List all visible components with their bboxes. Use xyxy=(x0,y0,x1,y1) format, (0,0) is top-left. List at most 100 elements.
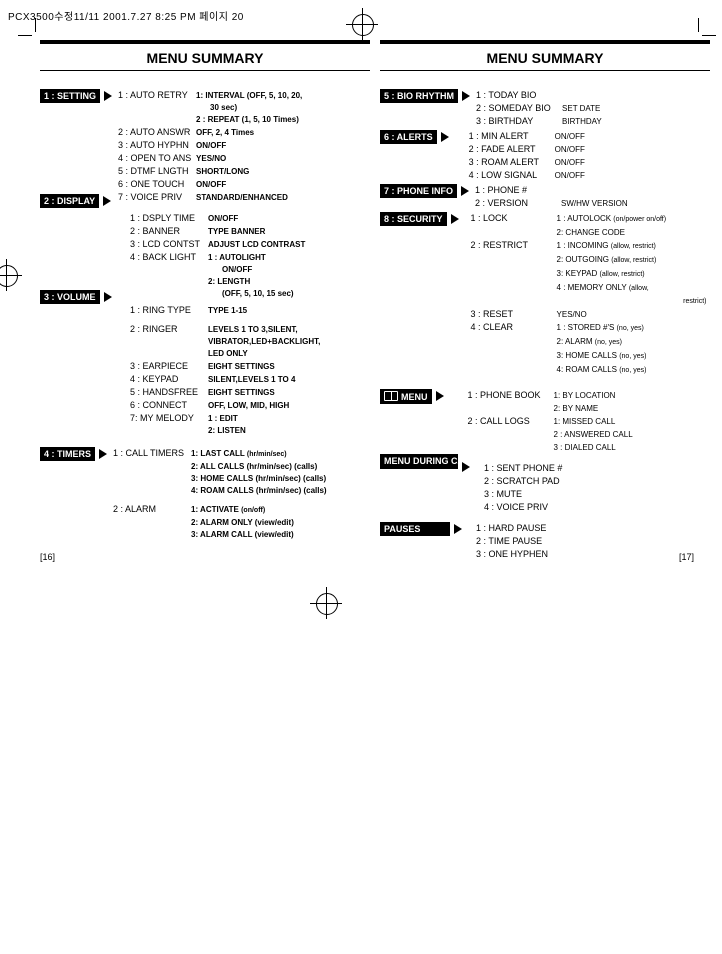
arrow-icon xyxy=(103,196,111,206)
item-key: 2 : FADE ALERT xyxy=(469,143,555,156)
crop-mark xyxy=(18,35,32,36)
item-key: 1 : RING TYPE xyxy=(130,304,208,317)
item-val: 3: ALARM CALL (view/edit) xyxy=(113,529,327,541)
item-val: 2 : REPEAT (1, 5, 10 Times) xyxy=(118,114,302,126)
registration-mark xyxy=(316,593,338,615)
item-val: 1: INTERVAL (OFF, 5, 10, 20, xyxy=(196,89,302,102)
item-key: 7: MY MELODY xyxy=(130,412,208,425)
item-key xyxy=(468,428,554,441)
registration-mark xyxy=(0,275,22,276)
item-val: 2: LENGTH xyxy=(130,276,370,288)
section-items: 1 : HARD PAUSE 2 : TIME PAUSE 3 : ONE HY… xyxy=(476,522,562,561)
item-key: 5 : HANDSFREE xyxy=(130,386,208,399)
item-val: BIRTHDAY xyxy=(562,115,602,128)
item-key: 2 : BANNER xyxy=(130,225,208,238)
item-key: 2 : RINGER xyxy=(130,323,208,336)
item-val: 2: LISTEN xyxy=(130,425,370,437)
item-val: 1: BY LOCATION xyxy=(554,389,616,402)
page-title: MENU SUMMARY xyxy=(40,40,370,71)
arrow-icon xyxy=(436,391,444,401)
section-items: 1 : DSPLY TIMEON/OFF 2 : BANNERTYPE BANN… xyxy=(130,212,370,300)
section-items: 1 : PHONE # 2 : VERSIONSW/HW VERSION xyxy=(475,184,628,210)
item-val: 2: BY NAME xyxy=(554,402,599,415)
item-key: 4 : OPEN TO ANS xyxy=(118,152,196,165)
item-val: 1 : AUTOLIGHT xyxy=(208,251,266,264)
item-val: TYPE 1-15 xyxy=(208,304,247,317)
registration-mark xyxy=(326,587,327,619)
section-timers: 4 : TIMERS xyxy=(40,447,95,461)
item-val: 30 sec) xyxy=(118,102,302,114)
page-number-left: [16] xyxy=(40,552,55,562)
item-val: 1 : AUTOLOCK (on/power on/off) xyxy=(557,212,667,226)
item-key: 1 : PHONE BOOK xyxy=(468,389,554,402)
section-items: 1 : TODAY BIO 2 : SOMEDAY BIOSET DATE 3 … xyxy=(476,89,602,128)
item-val: 3: KEYPAD (allow, restrict) xyxy=(557,267,645,281)
registration-mark xyxy=(0,265,18,287)
arrow-icon xyxy=(462,462,470,472)
item-val: EIGHT SETTINGS xyxy=(208,386,275,399)
item-val: 2 : ANSWERED CALL xyxy=(554,428,633,441)
section-items: 1 : PHONE BOOK1: BY LOCATION 2: BY NAME … xyxy=(468,389,633,454)
item-key: 3 : ROAM ALERT xyxy=(469,156,555,169)
item-val: YES/NO xyxy=(557,308,587,321)
item-val: VIBRATOR,LED+BACKLIGHT, xyxy=(130,336,370,348)
registration-mark xyxy=(362,8,363,40)
crop-mark xyxy=(698,18,699,32)
item-key: 1 : CALL TIMERS xyxy=(113,447,191,461)
section-display: 2 : DISPLAY xyxy=(40,194,99,208)
item-val: 1 : STORED #'S (no, yes) xyxy=(557,321,644,335)
item-key: 1 : SENT PHONE # xyxy=(484,462,570,475)
book-icon xyxy=(384,391,398,401)
section-items: 1 : RING TYPETYPE 1-15 2 : RINGERLEVELS … xyxy=(130,304,370,437)
item-val: ADJUST LCD CONTRAST xyxy=(208,238,305,251)
item-key xyxy=(468,402,554,415)
item-key xyxy=(471,253,557,267)
item-val: restrict) xyxy=(557,295,707,308)
section-alerts: 6 : ALERTS xyxy=(380,130,437,144)
item-val: ON/OFF xyxy=(196,139,226,152)
section-menu-during-call: MENU DURING CALL xyxy=(380,454,458,469)
item-val: SW/HW VERSION xyxy=(561,197,628,210)
item-key xyxy=(471,267,557,281)
item-key: 1 : HARD PAUSE xyxy=(476,522,562,535)
page-left: MENU SUMMARY 1 : SETTING 1 : AUTO RETRY1… xyxy=(40,40,370,543)
arrow-icon xyxy=(454,524,462,534)
file-header: PCX3500수정11/11 2001.7.27 8:25 PM 페이지 20 xyxy=(8,8,244,23)
item-val: 1 : INCOMING (allow, restrict) xyxy=(557,239,656,253)
item-key: 2 : VERSION xyxy=(475,197,561,210)
item-key: 1 : TODAY BIO xyxy=(476,89,562,102)
arrow-icon xyxy=(99,449,107,459)
arrow-icon xyxy=(461,186,469,196)
item-key: 4 : KEYPAD xyxy=(130,373,208,386)
section-security: 8 : SECURITY xyxy=(380,212,447,226)
section-items: 1 : LOCK1 : AUTOLOCK (on/power on/off) 2… xyxy=(471,212,707,377)
page-right: MENU SUMMARY 5 : BIO RHYTHM 1 : TODAY BI… xyxy=(380,40,710,563)
crop-mark xyxy=(702,35,716,36)
item-val: ON/OFF xyxy=(130,264,370,276)
item-key: 3 : AUTO HYPHN xyxy=(118,139,196,152)
registration-mark xyxy=(6,259,7,291)
item-key: 1 : LOCK xyxy=(471,212,557,226)
item-key: 1 : MIN ALERT xyxy=(469,130,555,143)
item-val: 3 : DIALED CALL xyxy=(554,441,616,454)
section-biorhythm: 5 : BIO RHYTHM xyxy=(380,89,458,103)
arrow-icon xyxy=(462,91,470,101)
item-key: 2 : CALL LOGS xyxy=(468,415,554,428)
item-val: LED ONLY xyxy=(130,348,370,360)
section-items: 1 : CALL TIMERS1: LAST CALL (hr/min/sec)… xyxy=(113,447,327,541)
item-key: 4 : LOW SIGNAL xyxy=(469,169,555,182)
item-val: 2: CHANGE CODE xyxy=(557,226,625,239)
item-val: 2: ALARM (no, yes) xyxy=(557,335,622,349)
item-key: 3 : BIRTHDAY xyxy=(476,115,562,128)
item-key xyxy=(468,441,554,454)
item-key: 2 : SCRATCH PAD xyxy=(484,475,570,488)
item-key xyxy=(471,281,557,295)
registration-mark xyxy=(352,14,374,36)
item-key: 4 : VOICE PRIV xyxy=(484,501,570,514)
item-key: 7 : VOICE PRIV xyxy=(118,191,196,204)
item-key xyxy=(471,363,557,377)
section-phoneinfo: 7 : PHONE INFO xyxy=(380,184,457,198)
item-key: 3 : MUTE xyxy=(484,488,570,501)
section-items: 1 : SENT PHONE # 2 : SCRATCH PAD 3 : MUT… xyxy=(484,462,570,514)
item-val: ON/OFF xyxy=(555,156,585,169)
